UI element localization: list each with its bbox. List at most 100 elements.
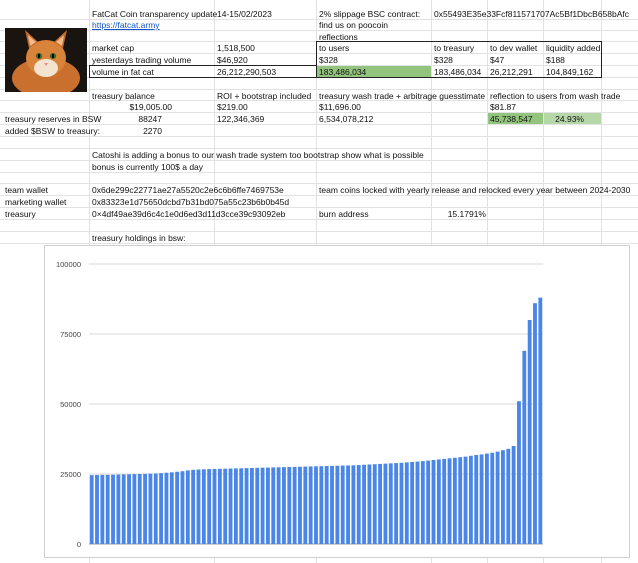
- yesterday-volume-label: yesterdays trading volume: [92, 55, 192, 65]
- bonus-note: Catoshi is adding a bonus to our wash tr…: [92, 150, 424, 160]
- chart-bar: [517, 401, 521, 544]
- chart-bar: [266, 467, 270, 544]
- reflections-table-border: [316, 41, 602, 78]
- wash-trade-value: $11,696.00: [319, 102, 361, 112]
- chart-bar: [522, 350, 527, 544]
- chart-bar: [367, 464, 372, 544]
- chart-bar: [207, 469, 212, 544]
- yesterday-volume-value: $46,920: [217, 55, 248, 65]
- marketing-wallet-address[interactable]: 0x83323e1d75650dcbd7b31bd075a55c23b6b0b4…: [92, 197, 290, 207]
- chart-bar: [388, 463, 393, 544]
- chart-bar: [217, 468, 222, 544]
- chart-bar: [175, 471, 180, 544]
- wash-reflection-value: $81.87: [490, 102, 516, 112]
- row-divider: [0, 19, 638, 20]
- chart-bar: [255, 467, 260, 544]
- row-divider: [0, 172, 638, 173]
- treasury-holdings-chart[interactable]: 0 25000 50000 75000 100000: [44, 245, 630, 558]
- reflection-tokens: 104,849,162: [546, 67, 594, 77]
- chart-bar: [490, 452, 495, 544]
- chart-bar: [351, 465, 356, 544]
- chart-bar: [447, 458, 452, 544]
- volume-fatcat-value: 26,212,290,503: [217, 67, 277, 77]
- chart-bar: [196, 469, 201, 544]
- reflection-tokens: 183,486,034: [319, 67, 367, 77]
- wash-reflection-pct: 24.93%: [555, 114, 584, 124]
- chart-bar: [378, 463, 383, 544]
- sheet-title: FatCat Coin transparency update: [92, 9, 218, 19]
- chart-bar: [431, 460, 436, 544]
- wash-reflection-tokens: 45,738,547: [490, 114, 533, 124]
- chart-bar: [340, 465, 345, 544]
- row-divider: [0, 148, 638, 149]
- chart-canvas: 0 25000 50000 75000 100000: [56, 260, 543, 549]
- row-divider: [0, 100, 638, 101]
- treasury-wallet-address[interactable]: 0×4df49ae39d6c4c1e0d6ed3d11d3cce39c93092…: [92, 209, 286, 219]
- chart-bar: [324, 466, 329, 544]
- chart-bar: [468, 455, 473, 544]
- chart-bar: [282, 467, 286, 544]
- row-divider: [0, 219, 638, 220]
- row-divider: [0, 89, 638, 90]
- marketing-wallet-label: marketing wallet: [5, 197, 67, 207]
- team-wallet-label: team wallet: [5, 185, 48, 195]
- chart-bar: [89, 475, 94, 544]
- row-divider: [0, 183, 638, 184]
- row-divider: [0, 112, 638, 113]
- chart-bar: [292, 466, 297, 544]
- burn-address-label: burn address: [319, 209, 369, 219]
- chart-bar: [276, 467, 281, 544]
- wash-trade-label: treasury wash trade + arbitrage guesstim…: [319, 91, 486, 101]
- chart-bar: [399, 462, 404, 544]
- reflection-header: to dev wallet: [490, 43, 538, 53]
- chart-bar: [335, 465, 340, 544]
- chart-bar: [415, 461, 420, 544]
- chart-bar: [260, 467, 265, 544]
- team-wallet-address[interactable]: 0x6de299c22771ae27a5520c2e6c6b6ffe746975…: [92, 185, 284, 195]
- chart-bar: [458, 457, 463, 544]
- chart-bar: [228, 468, 233, 544]
- roi-value: $219.00: [217, 102, 248, 112]
- chart-bar: [287, 467, 292, 544]
- bonus-amount-note: bonus is currently 100$ a day: [92, 162, 204, 172]
- chart-bar: [346, 465, 350, 544]
- chart-bar: [436, 459, 441, 544]
- added-bsw-label: added $BSW to treasury:: [5, 126, 100, 136]
- chart-bar: [511, 446, 516, 544]
- chart-bar: [105, 474, 110, 544]
- chart-bar: [533, 303, 537, 544]
- wash-tokens: 6,534,078,212: [319, 114, 374, 124]
- reserves-label: treasury reserves in BSW: [5, 114, 102, 124]
- row-divider: [0, 124, 638, 125]
- chart-bar: [394, 463, 399, 544]
- y-tick-label: 25000: [60, 470, 81, 479]
- chart-bar: [201, 469, 206, 544]
- chart-bar: [362, 464, 366, 544]
- chart-bar: [383, 463, 388, 544]
- chart-bar: [303, 466, 308, 544]
- highlight-cell: [488, 113, 543, 124]
- reflection-header: to treasury: [434, 43, 475, 53]
- website-link[interactable]: https://fatcat.army: [92, 20, 160, 30]
- chart-bar: [308, 466, 313, 544]
- chart-bar: [527, 320, 532, 544]
- chart-bar: [426, 460, 431, 544]
- chart-bar: [501, 450, 505, 544]
- chart-bar: [180, 471, 185, 544]
- chart-bar: [169, 472, 174, 544]
- reflection-usd: $47: [490, 55, 505, 65]
- reserves-value: 88247: [138, 114, 162, 124]
- chart-bar: [330, 465, 334, 544]
- chart-bar: [314, 466, 318, 544]
- chart-bar: [137, 474, 142, 544]
- row-divider: [0, 53, 638, 54]
- row-divider: [0, 65, 638, 66]
- chart-bar: [506, 448, 511, 544]
- chart-bar: [239, 468, 244, 544]
- cat-photo-icon: [5, 28, 87, 92]
- chart-bar: [143, 473, 148, 544]
- cat-photo: [5, 28, 87, 92]
- row-divider: [0, 231, 638, 232]
- chart-bar: [185, 470, 190, 544]
- contract-address[interactable]: 0x55493E35e33Fcf811571707Ac5Bf1DbcB658bA…: [434, 9, 630, 19]
